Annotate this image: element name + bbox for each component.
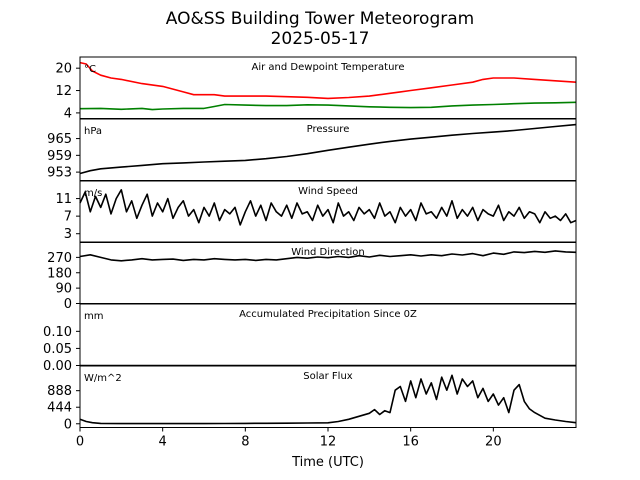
y-tick-label: 0.05 <box>43 342 72 357</box>
panel-title: Solar Flux <box>303 371 353 382</box>
panel-unit: mm <box>84 311 103 322</box>
panel-title: Pressure <box>307 124 350 135</box>
x-tick-label: 0 <box>76 435 84 450</box>
panel-unit: hPa <box>84 126 102 137</box>
y-tick-label: 90 <box>55 282 72 297</box>
panel-3: 3 7 11 Wind Speed m/s <box>55 180 577 243</box>
panel-1: 4 12 20 Air and Dewpoint Temperature °C <box>55 56 577 121</box>
figure-subtitle: 2025-05-17 <box>271 29 370 49</box>
y-tick-label: 7 <box>64 210 72 225</box>
x-tick-label: 16 <box>402 435 419 450</box>
y-tick-label: 0.00 <box>43 359 72 374</box>
y-tick-label: 959 <box>47 149 72 164</box>
panel-2: 953 959 965 Pressure hPa <box>47 118 577 181</box>
y-tick-label: 0.10 <box>43 325 72 340</box>
panel-unit: °C <box>84 64 96 75</box>
panel-unit: m/s <box>84 188 102 199</box>
y-tick-label: 3 <box>64 227 72 242</box>
y-tick-label: 888 <box>47 384 72 399</box>
x-tick-label: 4 <box>159 435 167 450</box>
x-axis-label: Time (UTC) <box>291 455 364 470</box>
panel-title: Wind Speed <box>298 186 358 197</box>
panel-title: Wind Direction <box>291 247 365 258</box>
panel-unit: W/m^2 <box>84 373 122 384</box>
panel-title: Air and Dewpoint Temperature <box>252 62 405 73</box>
y-tick-label: 20 <box>55 62 72 77</box>
series-line-1 <box>79 189 577 226</box>
y-tick-label: 444 <box>47 401 72 416</box>
y-tick-label: 180 <box>47 266 72 281</box>
figure-title: AO&SS Building Tower Meteorogram <box>166 9 474 29</box>
x-tick-label: 8 <box>241 435 249 450</box>
y-tick-label: 965 <box>47 132 72 147</box>
y-tick-label: 0 <box>64 417 72 432</box>
y-tick-label: 11 <box>55 192 72 207</box>
x-tick-label: 20 <box>485 435 502 450</box>
panel-5: 0.00 0.05 0.10 Accumulated Precipitation Si… <box>43 303 577 374</box>
y-tick-label: 953 <box>47 166 72 181</box>
series-line-1 <box>79 123 577 175</box>
y-tick-label: 12 <box>55 84 72 99</box>
series-line-1 <box>79 374 577 425</box>
y-tick-label: 4 <box>64 106 72 121</box>
x-tick-label: 12 <box>320 435 337 450</box>
panel-title: Accumulated Precipitation Since 0Z <box>239 309 417 320</box>
series-line-1 <box>79 61 577 100</box>
y-tick-label: 270 <box>47 251 72 266</box>
y-tick-label: 0 <box>64 297 72 312</box>
series-line-2 <box>79 101 577 111</box>
series-line-1 <box>79 250 577 262</box>
